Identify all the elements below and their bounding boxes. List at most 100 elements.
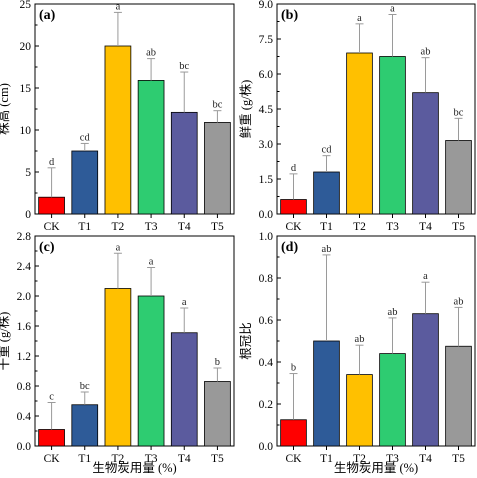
bar-t2: [104, 45, 132, 215]
significance-label: d: [291, 163, 297, 174]
y-tick-label: 2.4: [17, 261, 32, 273]
significance-label: d: [49, 157, 55, 168]
bar-t4: [170, 332, 198, 447]
significance-label: ab: [322, 244, 332, 255]
significance-label: a: [116, 242, 121, 253]
bar-ck: [280, 419, 307, 447]
x-tick-label: T5: [211, 221, 224, 233]
y-tick-label: 0: [25, 209, 31, 221]
x-tick-label: T1: [320, 453, 333, 465]
bar-t1: [313, 171, 340, 215]
y-axis-label: 干重 (g/株): [0, 312, 11, 371]
panel-label: (b): [281, 8, 298, 23]
y-tick-label: 9.0: [259, 0, 274, 11]
bar-t3: [137, 80, 165, 215]
y-tick-label: 15: [20, 83, 32, 95]
x-tick-label: T3: [145, 453, 158, 465]
x-tick-label: T1: [78, 453, 91, 465]
y-tick-label: 2.8: [17, 231, 32, 243]
y-tick-label: 0.8: [259, 273, 274, 285]
bar-ck: [38, 196, 65, 215]
significance-label: a: [116, 1, 121, 12]
bar-t2: [346, 374, 373, 447]
x-tick-label: T5: [211, 453, 224, 465]
panel-b: 0.0 1.5 3.0 4.5 6.0 7.5 9.0 d CK cd T1 a T2 a T3 ab T4 bc…: [238, 0, 476, 233]
significance-label: bc: [179, 61, 189, 72]
significance-label: a: [357, 13, 362, 24]
y-tick-label: 0.8: [17, 381, 32, 393]
significance-label: a: [390, 4, 395, 15]
significance-label: b: [291, 363, 296, 374]
y-axis-label: 鲜重 (g/株): [238, 80, 253, 139]
x-tick-label: T2: [112, 453, 125, 465]
significance-label: a: [423, 271, 428, 282]
y-tick-label: 4.5: [259, 104, 274, 116]
x-tick-label: T4: [178, 221, 191, 233]
x-tick-label: T4: [178, 453, 191, 465]
panel-c: 0.0 0.4 0.8 1.2 1.6 2.0 2.4 2.8 c CK bc T1 a T2 a T3 a T4…: [0, 231, 235, 475]
x-tick-label: CK: [44, 453, 61, 465]
y-tick-label: 25: [20, 0, 32, 11]
x-axis-label: 生物炭用量 (%): [92, 461, 176, 475]
y-tick-label: 2.0: [17, 291, 32, 303]
y-tick-label: 0.4: [259, 357, 274, 369]
significance-label: ab: [355, 334, 365, 345]
y-tick-label: 10: [20, 125, 32, 137]
panel-label: (d): [281, 240, 298, 255]
bar-t1: [71, 150, 99, 215]
y-tick-label: 6.0: [259, 69, 274, 81]
y-axis-label: 根冠比: [239, 322, 253, 360]
x-tick-label: CK: [286, 221, 303, 233]
x-tick-label: CK: [44, 221, 61, 233]
x-tick-label: T2: [112, 221, 125, 233]
bar-t1: [313, 340, 340, 447]
panel-label: (a): [39, 8, 56, 23]
y-tick-label: 0.2: [259, 399, 274, 411]
bar-t4: [170, 111, 198, 215]
y-tick-label: 1.5: [259, 174, 274, 186]
x-tick-label: T4: [419, 453, 432, 465]
y-tick-label: 7.5: [259, 34, 274, 46]
y-tick-label: 1.6: [17, 321, 32, 333]
panel-label: (c): [39, 240, 55, 255]
y-tick-label: 0.0: [17, 441, 32, 453]
x-tick-label: T1: [320, 221, 333, 233]
significance-label: ab: [146, 48, 156, 59]
bar-t5: [204, 381, 231, 447]
y-tick-label: 20: [20, 41, 32, 53]
y-axis-label: 株高 (cm): [0, 83, 11, 135]
panel-a: 0 5 10 15 20 25 d CK cd T1 a T2 ab T3 bc T4 bc T5 (a) 株高 (c…: [0, 0, 235, 233]
bar-ck: [280, 199, 307, 215]
x-axis-label: 生物炭用量 (%): [334, 461, 418, 475]
y-tick-label: 3.0: [259, 139, 274, 151]
bar-t4: [412, 313, 439, 447]
significance-label: ab: [421, 47, 431, 58]
bar-t1: [71, 404, 99, 447]
y-tick-label: 0.0: [259, 441, 274, 453]
panel-d: 0.0 0.2 0.4 0.6 0.8 1.0 b CK ab T1 ab T2 ab T3 a T4 ab T5…: [239, 231, 476, 475]
x-tick-label: T3: [386, 221, 399, 233]
x-tick-label: T5: [452, 221, 465, 233]
significance-label: ab: [388, 307, 398, 318]
bar-t4: [412, 92, 439, 215]
bar-t2: [346, 52, 373, 215]
significance-label: a: [182, 297, 187, 308]
x-tick-label: CK: [286, 453, 303, 465]
x-tick-label: T3: [145, 221, 158, 233]
significance-label: a: [149, 257, 154, 268]
significance-label: b: [215, 357, 220, 368]
x-tick-label: T3: [386, 453, 399, 465]
bar-t5: [445, 140, 472, 215]
y-tick-label: 1.0: [259, 231, 274, 243]
significance-label: bc: [212, 100, 222, 111]
y-tick-label: 5: [25, 167, 31, 179]
x-tick-label: T5: [452, 453, 465, 465]
bar-ck: [38, 429, 65, 447]
y-tick-label: 0.4: [17, 411, 32, 423]
y-tick-label: 1.2: [17, 351, 32, 363]
bar-t3: [379, 56, 406, 215]
x-tick-label: T2: [353, 453, 366, 465]
x-tick-label: T4: [419, 221, 432, 233]
bar-t5: [204, 122, 231, 215]
